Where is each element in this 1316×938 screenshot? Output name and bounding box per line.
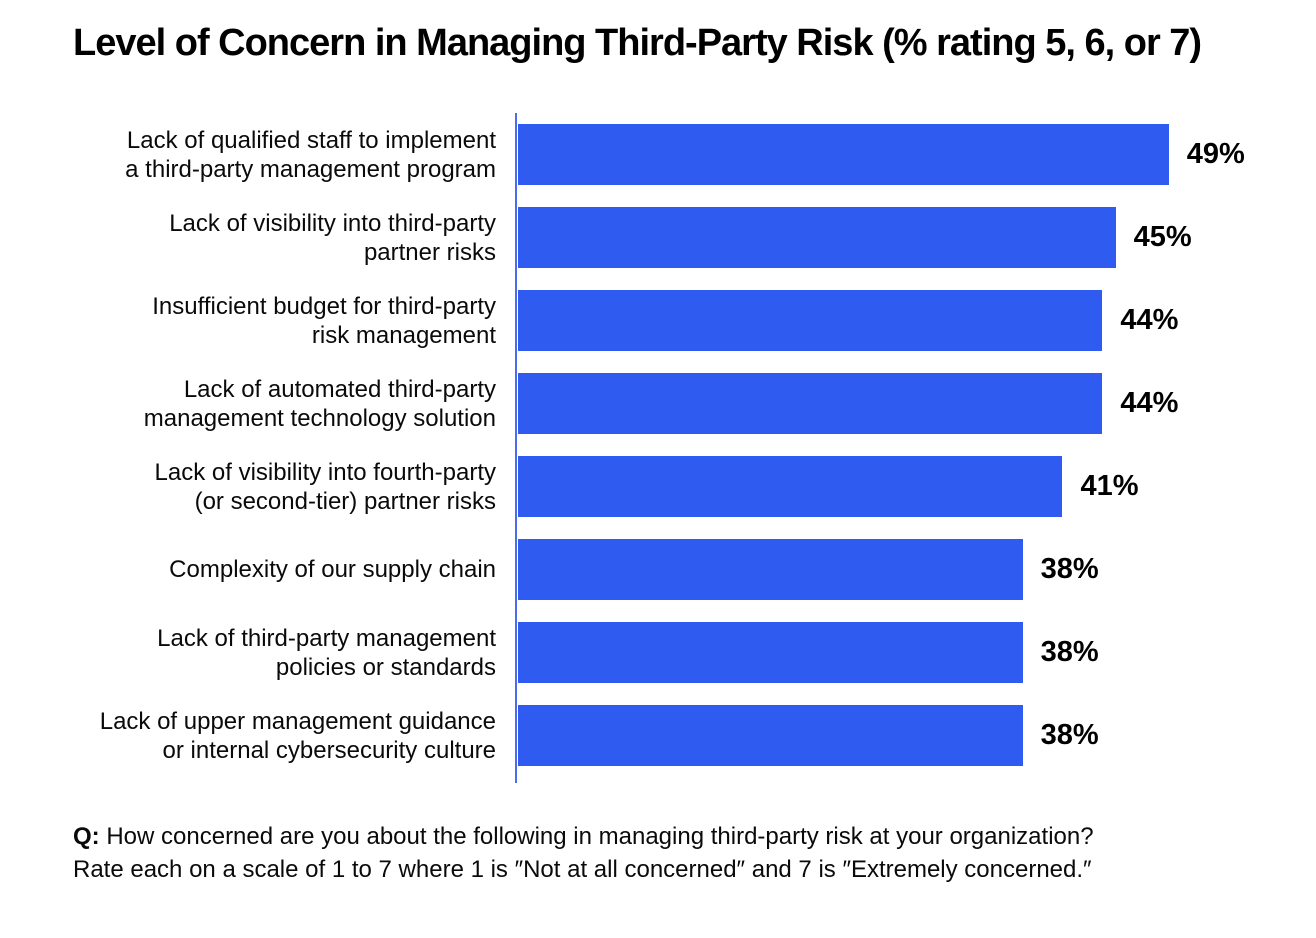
bar bbox=[518, 124, 1169, 185]
bar bbox=[518, 290, 1103, 351]
bar-cell: 44% bbox=[516, 362, 1316, 445]
footnote-q-prefix: Q: bbox=[73, 823, 100, 850]
bar bbox=[518, 539, 1023, 600]
bar-row-5: Lack of visibility into fourth-party (or … bbox=[0, 445, 1316, 528]
category-label: Lack of automated third-party management … bbox=[143, 375, 496, 432]
bar-cell: 49% bbox=[516, 113, 1316, 196]
bar bbox=[518, 705, 1023, 766]
bar-cell: 38% bbox=[516, 694, 1316, 777]
category-label: Lack of upper management guidance or inte… bbox=[99, 707, 496, 764]
bar bbox=[518, 373, 1103, 434]
y-axis-line bbox=[515, 113, 517, 783]
bar-row-7: Lack of third-party management policies o… bbox=[0, 611, 1316, 694]
bar-cell: 45% bbox=[516, 196, 1316, 279]
value-label: 44% bbox=[1120, 304, 1179, 336]
bar-row-6: Complexity of our supply chain 38% bbox=[0, 528, 1316, 611]
bar bbox=[518, 207, 1116, 268]
value-label: 41% bbox=[1080, 470, 1139, 502]
value-label: 45% bbox=[1133, 221, 1192, 253]
bar-cell: 38% bbox=[516, 611, 1316, 694]
value-label: 38% bbox=[1040, 553, 1099, 585]
chart-title: Level of Concern in Managing Third-Party… bbox=[73, 22, 1202, 64]
bar-cell: 41% bbox=[516, 445, 1316, 528]
footnote-line1: How concerned are you about the followin… bbox=[99, 823, 1094, 850]
bar-cell: 38% bbox=[516, 528, 1316, 611]
category-label: Lack of third-party management policies o… bbox=[157, 624, 496, 681]
bar bbox=[518, 622, 1023, 683]
category-label: Lack of visibility into fourth-party (or … bbox=[154, 458, 496, 515]
value-label: 38% bbox=[1040, 719, 1099, 751]
value-label: 38% bbox=[1040, 636, 1099, 668]
bar-row-8: Lack of upper management guidance or inte… bbox=[0, 694, 1316, 777]
bar-chart-plot: Lack of qualified staff to implement a th… bbox=[0, 113, 1316, 777]
category-label: Insufficient budget for third-party risk … bbox=[152, 292, 496, 349]
category-label: Lack of qualified staff to implement a th… bbox=[125, 126, 496, 183]
bar-row-4: Lack of automated third-party management … bbox=[0, 362, 1316, 445]
footnote-line2: Rate each on a scale of 1 to 7 where 1 i… bbox=[73, 856, 1092, 883]
bar bbox=[518, 456, 1063, 517]
value-label: 49% bbox=[1186, 138, 1245, 170]
bar-row-2: Lack of visibility into third-party partn… bbox=[0, 196, 1316, 279]
value-label: 44% bbox=[1120, 387, 1179, 419]
category-label: Complexity of our supply chain bbox=[169, 556, 496, 583]
bar-row-3: Insufficient budget for third-party risk … bbox=[0, 279, 1316, 362]
footnote: Q: How concerned are you about the follo… bbox=[73, 820, 1263, 886]
bar-cell: 44% bbox=[516, 279, 1316, 362]
bar-row-1: Lack of qualified staff to implement a th… bbox=[0, 113, 1316, 196]
category-label: Lack of visibility into third-party partn… bbox=[169, 209, 496, 266]
